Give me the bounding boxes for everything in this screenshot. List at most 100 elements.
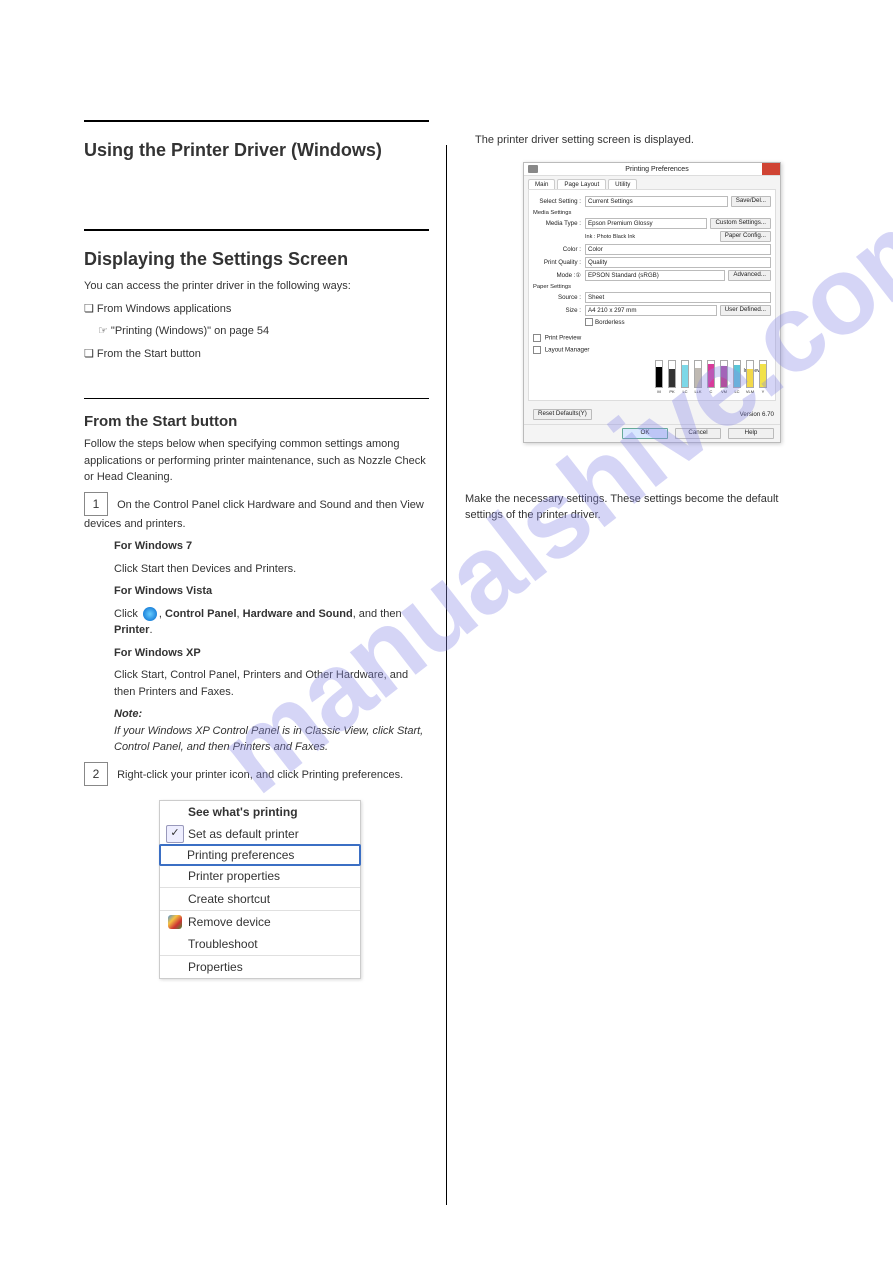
column-divider: [446, 145, 447, 1205]
fld-media-type[interactable]: Epson Premium Glossy: [585, 218, 707, 229]
btn-reset[interactable]: Reset Defaults(Y): [533, 409, 592, 420]
step2-text: Right-click your printer icon, and click…: [117, 769, 403, 781]
xp-label: For Windows XP: [114, 645, 429, 662]
vista-label: For Windows Vista: [114, 583, 429, 600]
bullet2-text: From the Start button: [97, 348, 201, 360]
dialog-title: Printing Preferences: [538, 166, 776, 173]
chk-layout-mgr[interactable]: [533, 346, 541, 354]
ctx-i1-label: See what's printing: [188, 805, 298, 819]
vista-text: Click , Control Panel, Hardware and Soun…: [114, 606, 429, 639]
intro-text: You can access the printer driver in the…: [84, 278, 429, 295]
printing-prefs-dialog: Printing Preferences Main Page Layout Ut…: [523, 162, 781, 443]
dialog-bottom: Reset Defaults(Y) Version 6.70: [524, 405, 780, 424]
ctx-printing-prefs[interactable]: Printing preferences: [159, 844, 361, 866]
bullet-1: ❏ From Windows applications: [84, 301, 429, 318]
fld-quality[interactable]: Quality: [585, 257, 771, 268]
ink-bar: LC: [682, 360, 688, 394]
h1-using-driver: Using the Printer Driver (Windows): [84, 140, 429, 161]
fld-select-setting[interactable]: Current Settings: [585, 196, 728, 207]
row-borderless: Borderless: [533, 318, 771, 326]
hr-2: [84, 229, 429, 231]
ctx-troubleshoot[interactable]: Troubleshoot: [160, 933, 360, 955]
fld-mode[interactable]: EPSON Standard (sRGB): [585, 270, 725, 281]
context-menu: See what's printing ✓Set as default prin…: [159, 800, 361, 979]
lbl-color: Color :: [533, 246, 585, 253]
hr-3: [84, 398, 429, 399]
note-text: If your Windows XP Control Panel is in C…: [114, 725, 423, 754]
tab-utility[interactable]: Utility: [608, 179, 637, 189]
btn-save-del[interactable]: Save/Del...: [731, 196, 771, 207]
btn-paper-config[interactable]: Paper Config...: [720, 231, 771, 242]
start-orb-icon: [143, 607, 157, 621]
btn-advanced[interactable]: Advanced...: [728, 270, 771, 281]
ink-bar: LLK: [695, 360, 701, 394]
ctx-i2-label: Set as default printer: [188, 827, 299, 841]
fld-source[interactable]: Sheet: [585, 292, 771, 303]
hr-top: [84, 120, 429, 122]
ctx-remove-device[interactable]: Remove device: [160, 910, 360, 933]
ctx-i3-label: Printing preferences: [187, 848, 294, 862]
btn-user-defined[interactable]: User Defined...: [720, 305, 771, 316]
dialog-okbar: OK Cancel Help: [524, 424, 780, 442]
ink-bar: VLM: [747, 360, 753, 394]
bullet1-text: From Windows applications: [97, 303, 232, 315]
row-color: Color : Color: [533, 244, 771, 255]
row-media-type: Media Type : Epson Premium Glossy Custom…: [533, 218, 771, 229]
close-icon[interactable]: [762, 163, 780, 175]
ctx-properties[interactable]: Properties: [160, 955, 360, 978]
row-select-setting: Select Setting : Current Settings Save/D…: [533, 196, 771, 207]
ctx-i7-label: Troubleshoot: [188, 937, 258, 951]
ink-text: Ink : Photo Black Ink: [585, 234, 717, 240]
row-preview: Print Preview: [533, 334, 771, 342]
ctx-see-printing[interactable]: See what's printing: [160, 801, 360, 823]
h2-display-settings: Displaying the Settings Screen: [84, 249, 429, 270]
r-p1: The printer driver setting screen is dis…: [475, 132, 800, 149]
win7-text: Click Start then Devices and Printers.: [114, 561, 429, 578]
ctx-create-shortcut[interactable]: Create shortcut: [160, 887, 360, 910]
ctx-set-default[interactable]: ✓Set as default printer: [160, 823, 360, 845]
row-quality: Print Quality : Quality: [533, 257, 771, 268]
step-num-1: 1: [84, 492, 108, 516]
p-steps-intro: Follow the steps below when specifying c…: [84, 436, 429, 486]
ctx-i8-label: Properties: [188, 960, 243, 974]
lbl-borderless: Borderless: [595, 319, 625, 326]
ink-bar: PK: [669, 360, 675, 394]
tab-page-layout[interactable]: Page Layout: [557, 179, 606, 189]
btn-cancel[interactable]: Cancel: [675, 428, 721, 439]
lbl-source: Source :: [533, 294, 585, 301]
btn-custom-settings[interactable]: Custom Settings...: [710, 218, 771, 229]
dialog-titlebar: Printing Preferences: [524, 163, 780, 176]
lbl-layout-mgr: Layout Manager: [545, 347, 590, 354]
lbl-select-setting: Select Setting :: [533, 198, 585, 205]
lbl-quality: Print Quality :: [533, 259, 585, 266]
ink-bar: C: [708, 360, 714, 394]
ctx-i6-label: Remove device: [188, 915, 271, 929]
dialog-tabs: Main Page Layout Utility: [524, 176, 780, 189]
note-label: Note:: [114, 708, 142, 720]
row-size: Size : A4 210 x 297 mm User Defined...: [533, 305, 771, 316]
step-2: 2 Right-click your printer icon, and cli…: [84, 762, 429, 786]
fld-color[interactable]: Color: [585, 244, 771, 255]
row-ink: Ink : Photo Black Ink Paper Config...: [533, 231, 771, 242]
lbl-size: Size :: [533, 307, 585, 314]
step-1: 1 On the Control Panel click Hardware an…: [84, 492, 429, 533]
chk-preview[interactable]: [533, 334, 541, 342]
tab-main[interactable]: Main: [528, 179, 555, 189]
bullet-2: ❏ From the Start button: [84, 346, 429, 363]
version-text: Version 6.70: [740, 411, 774, 418]
ctx-i5-label: Create shortcut: [188, 892, 270, 906]
step-num-2: 2: [84, 762, 108, 786]
row-mode: Mode :① EPSON Standard (sRGB) Advanced..…: [533, 270, 771, 281]
lbl-mode: Mode :①: [533, 272, 585, 279]
row-source: Source : Sheet: [533, 292, 771, 303]
dialog-icon: [528, 165, 538, 173]
lbl-preview: Print Preview: [545, 335, 581, 342]
btn-help[interactable]: Help: [728, 428, 774, 439]
ctx-i4-label: Printer properties: [188, 869, 280, 883]
fld-size[interactable]: A4 210 x 297 mm: [585, 305, 717, 316]
ctx-printer-props[interactable]: Printer properties: [160, 865, 360, 887]
chk-borderless[interactable]: [585, 318, 593, 326]
grp-paper: Paper Settings: [533, 284, 771, 290]
note: Note: If your Windows XP Control Panel is…: [114, 706, 429, 756]
btn-ok[interactable]: OK: [622, 428, 668, 439]
